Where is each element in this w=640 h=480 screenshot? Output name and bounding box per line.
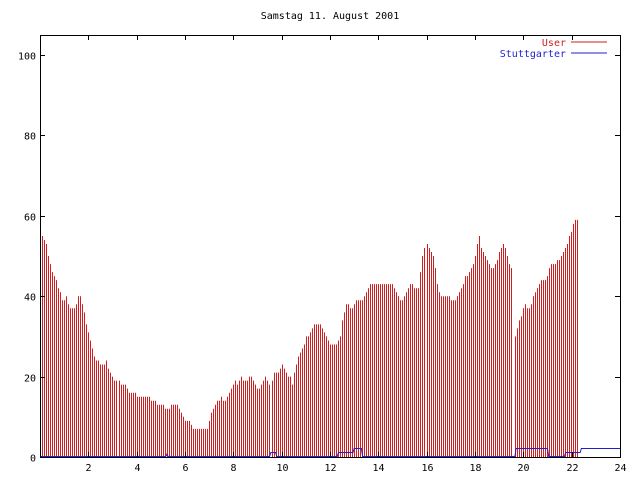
x-tick-label: 4 [134, 463, 140, 474]
x-tick-label: 12 [324, 463, 336, 474]
user-series-bars [40, 219, 578, 457]
y-tick-label: 100 [18, 52, 36, 63]
x-tick-label: 22 [566, 463, 578, 474]
y-tick-label: 20 [24, 374, 36, 385]
legend-label-user: User [542, 38, 566, 49]
chart-title: Samstag 11. August 2001 [261, 11, 399, 22]
x-tick-label: 14 [372, 463, 384, 474]
x-tick-label: 8 [230, 463, 236, 474]
y-tick-label: 0 [30, 454, 36, 465]
legend-label-stuttgarter: Stuttgarter [500, 49, 566, 60]
y-tick-label: 80 [24, 132, 36, 143]
y-tick-label: 40 [24, 293, 36, 304]
legend: User Stuttgarter [500, 38, 607, 60]
x-tick-label: 24 [614, 463, 626, 474]
x-tick-label: 6 [182, 463, 188, 474]
x-tick-label: 10 [276, 463, 288, 474]
x-tick-label: 16 [421, 463, 433, 474]
x-tick-label: 18 [469, 463, 481, 474]
x-tick-label: 20 [517, 463, 529, 474]
x-tick-label: 2 [85, 463, 91, 474]
stuttgarter-line [40, 447, 620, 457]
stuttgarter-series-line [40, 447, 620, 457]
y-tick-label: 60 [24, 213, 36, 224]
